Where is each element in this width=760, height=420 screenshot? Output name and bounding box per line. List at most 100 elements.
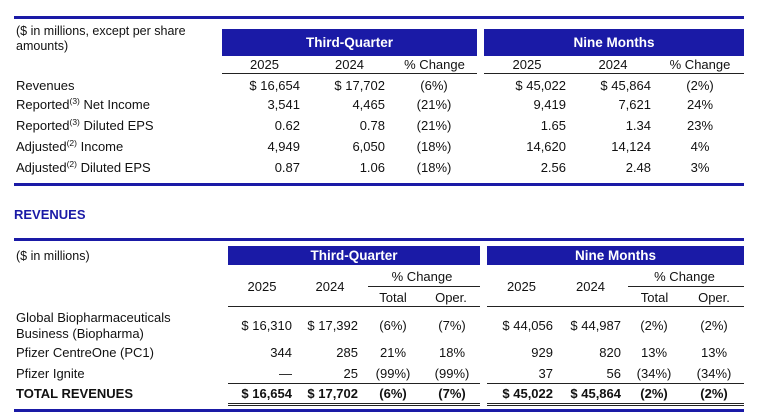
revenue-cell: (7%) bbox=[438, 318, 466, 333]
summary-col-header: % Change bbox=[669, 57, 731, 72]
revenue-row-label: Global Biopharmaceuticals bbox=[16, 310, 171, 325]
revenue-cell: — bbox=[279, 366, 292, 381]
revenue-cell: 25 bbox=[343, 366, 358, 381]
summary-cell: 2.56 bbox=[540, 160, 566, 175]
revenues-sub-header: Oper. bbox=[435, 290, 467, 305]
summary-col-header: 2024 bbox=[335, 57, 364, 72]
summary-cell: 23% bbox=[686, 118, 714, 133]
revenues-year-header: 2025 bbox=[507, 279, 536, 294]
summary-row-label: Reported(3) Net Income bbox=[16, 96, 150, 112]
summary-cell: 4% bbox=[690, 139, 710, 154]
summary-cell: 6,050 bbox=[352, 139, 385, 154]
revenue-cell: (2%) bbox=[640, 318, 668, 333]
revenues-header-rule bbox=[487, 306, 744, 307]
revenues-sub-header: Total bbox=[379, 290, 407, 305]
summary-cell: $ 45,864 bbox=[600, 78, 651, 93]
total-double-rule bbox=[228, 405, 480, 406]
summary-header-rule bbox=[222, 73, 477, 74]
revenue-cell: 929 bbox=[531, 345, 553, 360]
revenue-row-label: Pfizer CentreOne (PC1) bbox=[16, 345, 154, 360]
revenues-bottom-rule bbox=[14, 409, 744, 412]
revenue-cell: 21% bbox=[379, 345, 407, 360]
total-double-rule bbox=[487, 405, 744, 406]
revenues-sub-header: Total bbox=[640, 290, 669, 305]
summary-cell: 0.78 bbox=[359, 118, 385, 133]
summary-cell: 2.48 bbox=[625, 160, 651, 175]
summary-col-header: 2025 bbox=[512, 57, 542, 72]
revenue-cell: 285 bbox=[336, 345, 358, 360]
summary-cell: $ 17,702 bbox=[334, 78, 385, 93]
revenues-pct-change-header: % Change bbox=[654, 269, 715, 284]
revenue-row-label: Pfizer Ignite bbox=[16, 366, 85, 381]
revenue-row-label-line2: Business (Biopharma) bbox=[16, 326, 144, 341]
revenue-cell: 56 bbox=[606, 366, 621, 381]
revenue-cell: (6%) bbox=[379, 386, 407, 401]
summary-cell: 4,949 bbox=[267, 139, 300, 154]
summary-cell: 14,124 bbox=[611, 139, 651, 154]
revenue-cell: (2%) bbox=[700, 318, 728, 333]
revenues-pct-change-rule bbox=[628, 286, 744, 287]
revenue-cell: $ 16,654 bbox=[241, 386, 292, 401]
total-double-rule bbox=[228, 403, 480, 404]
summary-cell: (21%) bbox=[416, 97, 452, 112]
summary-top-rule bbox=[14, 16, 744, 19]
revenue-cell: (2%) bbox=[700, 386, 728, 401]
revenues-group-third-quarter: Third-Quarter bbox=[228, 246, 480, 265]
summary-row-label: Revenues bbox=[16, 78, 75, 93]
summary-row-label: Adjusted(2) Income bbox=[16, 138, 124, 154]
total-top-rule bbox=[487, 383, 744, 384]
summary-row-label: Reported(3) Diluted EPS bbox=[16, 117, 154, 133]
revenue-cell: $ 44,987 bbox=[570, 318, 621, 333]
summary-cell: 24% bbox=[686, 97, 714, 112]
summary-cell: (18%) bbox=[416, 139, 452, 154]
revenue-cell: (99%) bbox=[375, 366, 411, 381]
summary-row-label: Adjusted(2) Diluted EPS bbox=[16, 159, 151, 175]
summary-cell: $ 45,022 bbox=[515, 78, 566, 93]
revenue-cell: 18% bbox=[438, 345, 466, 360]
revenue-cell: $ 45,022 bbox=[502, 386, 553, 401]
revenue-cell: (99%) bbox=[434, 366, 470, 381]
revenues-top-rule bbox=[14, 238, 744, 241]
revenue-cell: 344 bbox=[270, 345, 292, 360]
total-double-rule bbox=[487, 403, 744, 404]
summary-group-third-quarter: Third-Quarter bbox=[222, 29, 477, 56]
revenue-cell: (34%) bbox=[636, 366, 672, 381]
revenues-pct-change-header: % Change bbox=[391, 269, 453, 284]
summary-cell: (21%) bbox=[416, 118, 452, 133]
summary-header-rule bbox=[484, 73, 744, 74]
summary-cell: 0.87 bbox=[274, 160, 300, 175]
summary-cell: $ 16,654 bbox=[249, 78, 300, 93]
revenue-cell: $ 44,056 bbox=[502, 318, 553, 333]
revenues-group-nine-months: Nine Months bbox=[487, 246, 744, 265]
summary-cell: (18%) bbox=[416, 160, 452, 175]
revenue-cell: (34%) bbox=[696, 366, 732, 381]
section-title: REVENUES bbox=[14, 207, 86, 222]
revenue-cell: 13% bbox=[640, 345, 668, 360]
revenue-cell: (2%) bbox=[640, 386, 668, 401]
revenue-cell: 13% bbox=[700, 345, 728, 360]
revenue-cell: $ 17,392 bbox=[307, 318, 358, 333]
revenues-year-header: 2024 bbox=[576, 279, 605, 294]
summary-bottom-rule bbox=[14, 183, 744, 186]
revenues-sub-header: Oper. bbox=[698, 290, 730, 305]
summary-cell: 3% bbox=[690, 160, 710, 175]
summary-cell: 9,419 bbox=[533, 97, 566, 112]
revenue-cell: $ 45,864 bbox=[570, 386, 621, 401]
summary-group-nine-months: Nine Months bbox=[484, 29, 744, 56]
revenues-year-header: 2025 bbox=[247, 279, 277, 294]
revenue-cell: (6%) bbox=[379, 318, 407, 333]
revenues-header-rule bbox=[228, 306, 480, 307]
summary-cell: 7,621 bbox=[618, 97, 651, 112]
summary-col-header: % Change bbox=[404, 57, 465, 72]
summary-cell: 0.62 bbox=[274, 118, 300, 133]
summary-cell: 1.34 bbox=[625, 118, 651, 133]
summary-col-header: 2025 bbox=[250, 57, 279, 72]
summary-caption: ($ in millions, except per share amounts… bbox=[16, 24, 186, 53]
total-top-rule bbox=[228, 383, 480, 384]
summary-col-header: 2024 bbox=[598, 57, 628, 72]
revenue-cell: 37 bbox=[538, 366, 553, 381]
summary-cell: 4,465 bbox=[352, 97, 385, 112]
revenues-year-header: 2024 bbox=[315, 279, 345, 294]
revenue-cell: (7%) bbox=[438, 386, 466, 401]
summary-cell: (2%) bbox=[686, 78, 714, 93]
